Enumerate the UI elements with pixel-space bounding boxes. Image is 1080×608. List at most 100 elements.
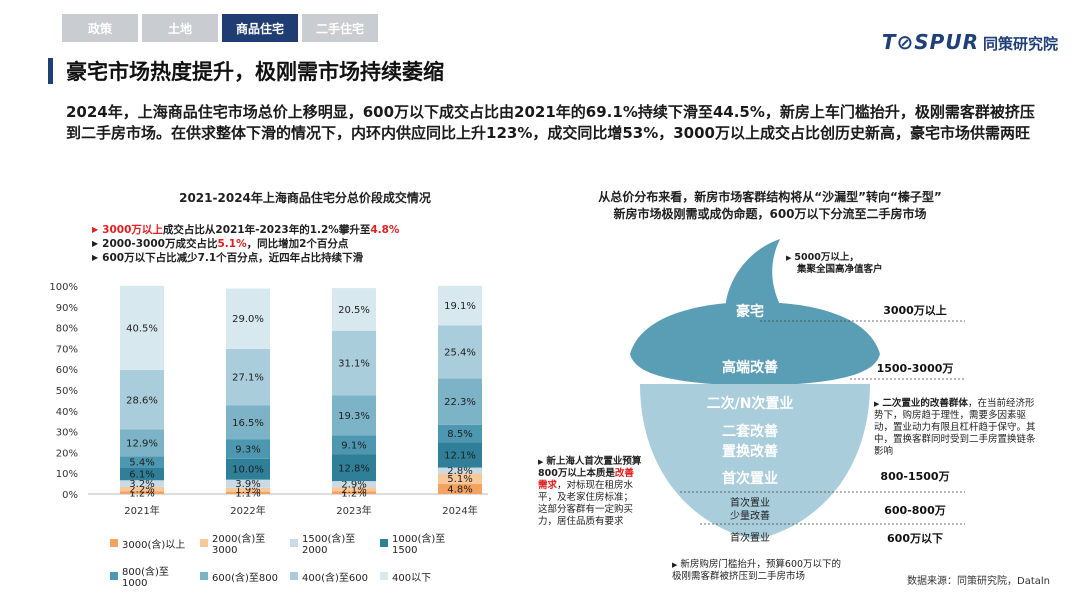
- x-tick-label: 2024年: [442, 504, 477, 517]
- data-label: 2.9%: [341, 480, 366, 491]
- note-text: 2000-3000万成交占比: [102, 238, 218, 250]
- top-note: ▶ 5000万以上， 集聚全国高净值客户: [786, 252, 883, 276]
- bar-segment: [332, 288, 376, 331]
- data-label: 12.1%: [444, 451, 476, 462]
- title-accent-bar: [48, 58, 53, 84]
- stacked-bar-chart: 0%10%20%30%40%50%60%70%80%90%100%1.2%2.2…: [49, 282, 488, 517]
- structure-title-line: 从总价分布来看，新房市场客群结构将从“沙漏型”转向“榛子型”: [598, 190, 942, 204]
- bar-segment: [120, 467, 164, 481]
- note-highlight: 3000万以上: [102, 224, 163, 236]
- data-label: 40.5%: [126, 323, 158, 334]
- top-note-text: 5000万以上，: [794, 252, 859, 263]
- bar-segment: [120, 429, 164, 457]
- note-highlight: 4.8%: [370, 224, 400, 236]
- acorn-body: [640, 384, 870, 540]
- data-label: 16.5%: [232, 418, 264, 429]
- price-band: 3000万以上: [883, 303, 947, 317]
- data-label: 5.4%: [129, 457, 154, 468]
- segment-first-purchase-bottom: 首次置业: [730, 531, 770, 544]
- segment-first-purchase: 首次置业: [722, 470, 778, 487]
- bar-segment: [226, 491, 270, 494]
- data-label: 12.9%: [126, 438, 158, 449]
- acorn-cap: [630, 302, 880, 386]
- legend-label: 400以下: [392, 572, 432, 584]
- note-text: 600万以下占比减少7.1个百分点，近四年占比持续下滑: [102, 252, 364, 264]
- structure-title: 从总价分布来看，新房市场客群结构将从“沙漏型”转向“榛子型” 新房市场极刚需或成…: [560, 189, 980, 223]
- summary-text: 2024年，上海商品住宅市场总价上移明显，600万以下成交占比由2021年的69…: [66, 103, 1035, 142]
- repeat-buyer-note: ▶ 二次置业的改善群体，在当前经济形势下，购房趋于理性，需要多因素驱动，置业动力…: [874, 398, 1036, 458]
- legend-swatch: [380, 572, 388, 580]
- data-label: 4.8%: [447, 485, 472, 496]
- segment-second-home-upgrade: 二套改善: [722, 423, 778, 440]
- tab-bar: 政策 土地 商品住宅 二手住宅: [62, 14, 378, 42]
- acorn-diagram: 豪宅 高端改善 二次/N次置业 二套改善 置换改善 首次置业 首次置业 少量改善…: [630, 239, 965, 545]
- bar-segment: [226, 405, 270, 440]
- data-label: 9.1%: [341, 441, 366, 452]
- legend-item: 400以下: [380, 563, 460, 589]
- bar-segment: [438, 467, 482, 474]
- price-band: 600万以下: [887, 532, 943, 545]
- bar-segment: [226, 479, 270, 488]
- legend-swatch: [200, 572, 208, 580]
- legend-label: 1000(含)至1500: [392, 534, 446, 556]
- legend-item: 3000(含)以上: [110, 530, 190, 556]
- legend-label: 400(含)至600: [302, 572, 368, 584]
- price-band: 800-1500万: [880, 470, 949, 483]
- y-tick-label: 0%: [62, 490, 78, 501]
- tab-policy[interactable]: 政策: [62, 14, 138, 42]
- legend-item: 800(含)至1000: [110, 563, 190, 589]
- data-label: 9.3%: [235, 445, 260, 456]
- y-tick-label: 20%: [56, 448, 78, 459]
- data-label: 20.5%: [338, 305, 370, 316]
- acorn-stem: [725, 239, 785, 314]
- y-tick-label: 70%: [56, 344, 78, 355]
- data-label: 3.2%: [129, 479, 154, 490]
- data-label: 27.1%: [232, 373, 264, 384]
- triangle-bullet-icon: ▶: [538, 458, 544, 466]
- note-text: 新房购房门槛抬升，预算600万以下的极刚需客群被挤压到二手房市场: [672, 559, 842, 582]
- bar-segment: [120, 486, 164, 492]
- y-tick-label: 60%: [56, 365, 78, 376]
- data-label: 12.8%: [338, 463, 370, 474]
- x-tick-label: 2021年: [124, 504, 159, 517]
- data-label: 19.1%: [444, 301, 476, 312]
- first-buyer-note: ▶ 新上海人首次置业预算800万以上本质是改善需求，对标现在租房水平，及老家住房…: [538, 456, 642, 528]
- legend-label: 2000(含)至3000: [212, 534, 266, 556]
- triangle-bullet-icon: ▶: [874, 400, 880, 408]
- segment-replacement-upgrade: 置换改善: [722, 443, 778, 460]
- data-label: 2.2%: [129, 485, 154, 496]
- bottom-note: ▶ 新房购房门槛抬升，预算600万以下的极刚需客群被挤压到二手房市场: [672, 559, 848, 583]
- top-note-text: 集聚全国高净值客户: [797, 264, 883, 275]
- y-tick-label: 30%: [56, 428, 78, 439]
- data-label: 1.2%: [341, 488, 366, 499]
- bar-segment: [438, 484, 482, 494]
- bar-segment: [332, 487, 376, 492]
- brand-logo: T⊘SPUR 同策研究院: [882, 30, 1058, 54]
- tab-commercial-housing[interactable]: 商品住宅: [222, 14, 298, 42]
- y-tick-label: 90%: [56, 303, 78, 314]
- triangle-bullet-icon: ▶: [92, 253, 99, 262]
- segment-luxury: 豪宅: [736, 303, 764, 320]
- data-label: 25.4%: [444, 347, 476, 358]
- bar-segment: [332, 330, 376, 396]
- bar-segment: [438, 378, 482, 425]
- bar-segment: [438, 424, 482, 443]
- bar-segment: [332, 435, 376, 455]
- data-label: 10.0%: [232, 465, 264, 476]
- segment-high-end-upgrade: 高端改善: [722, 359, 778, 376]
- note-text: ，在当前经济形势下，购房趋于理性，需要多因素驱动，置业动力有限且杠杆趋于保守。其…: [874, 398, 1036, 457]
- bar-segment: [120, 480, 164, 487]
- tab-second-hand-housing[interactable]: 二手住宅: [302, 14, 378, 42]
- legend-item: 2000(含)至3000: [200, 530, 280, 556]
- data-label: 28.6%: [126, 395, 158, 406]
- logo-text-cn: 同策研究院: [982, 35, 1058, 53]
- tab-land[interactable]: 土地: [142, 14, 218, 42]
- y-tick-label: 40%: [56, 407, 78, 418]
- bar-segment: [332, 454, 376, 482]
- chart-note: ▶ 3000万以上 成交占比从2021年-2023年的1.2%攀升至 4.8%: [92, 223, 399, 237]
- note-bold: 新上海人首次置业预算800万以上本质是: [538, 456, 642, 479]
- data-label: 6.1%: [129, 469, 154, 480]
- legend-label: 800(含)至1000: [122, 567, 169, 589]
- data-label: 29.0%: [232, 314, 264, 325]
- bar-segment: [332, 491, 376, 494]
